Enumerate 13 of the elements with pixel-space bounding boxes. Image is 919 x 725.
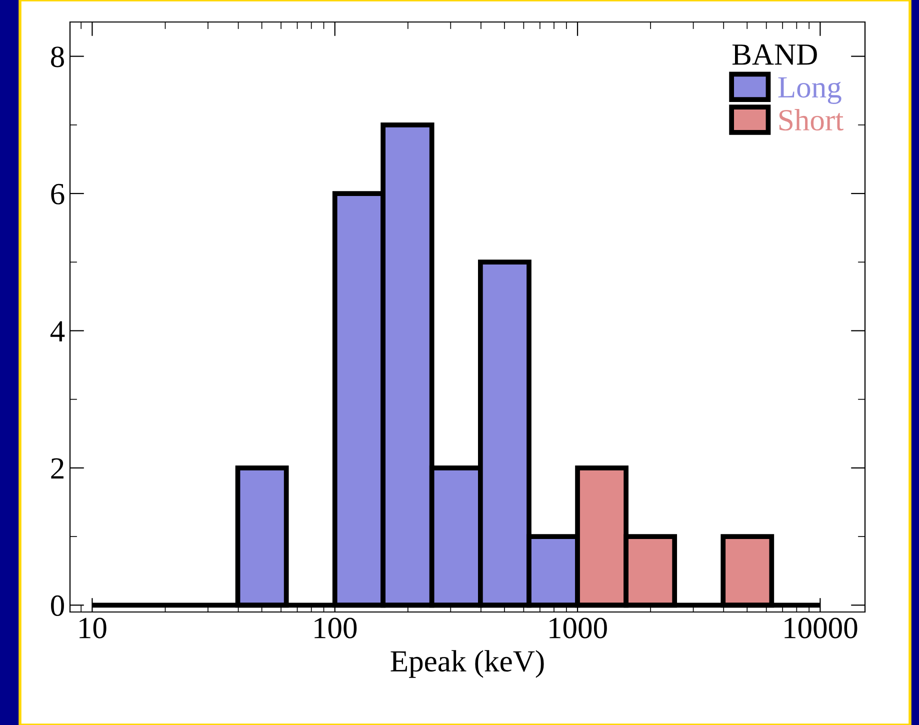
legend-label: Short xyxy=(779,109,844,131)
x-axis-title: Epeak (keV) xyxy=(390,650,544,678)
x-tick-label: 100 xyxy=(314,618,357,638)
x-tick-label: 10 xyxy=(80,618,106,638)
legend-title: BAND xyxy=(732,44,817,65)
y-tick-label: 0 xyxy=(51,595,64,616)
x-tick-label: 1000 xyxy=(550,618,607,638)
y-tick-label: 2 xyxy=(51,458,64,479)
y-tick-label: 8 xyxy=(51,46,64,68)
y-tick-label: 4 xyxy=(50,321,65,342)
legend-label: Long xyxy=(778,77,842,104)
x-tick-label: 10000 xyxy=(784,618,858,638)
y-tick-label: 6 xyxy=(51,184,64,204)
